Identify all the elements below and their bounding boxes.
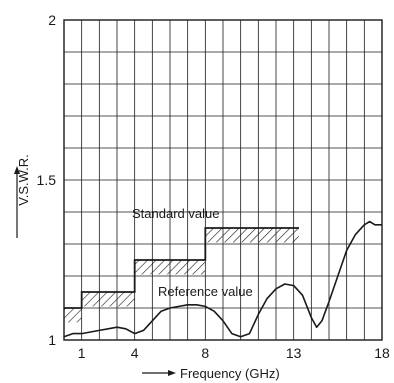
- plot-frame: [63, 19, 383, 341]
- y-tick-label: 2: [48, 12, 56, 28]
- standard-hatch-band: [205, 228, 299, 243]
- annotation-standard-value: Standard value: [132, 206, 219, 221]
- standard-value-line: [64, 227, 299, 309]
- grid-lines: [64, 20, 382, 340]
- standard-hatch-band: [64, 308, 82, 323]
- standard-hatch-band: [81, 292, 135, 307]
- reference-value-line: [63, 220, 382, 338]
- standard-hatch-band: [134, 260, 206, 275]
- x-tick-label: 13: [286, 345, 302, 361]
- x-tick-label: 8: [201, 345, 209, 361]
- y-tick-label: 1.5: [37, 172, 57, 188]
- x-axis-arrow: [142, 370, 176, 376]
- x-tick-label: 18: [374, 345, 390, 361]
- series-lines: [63, 220, 382, 338]
- x-tick-label: 1: [78, 345, 86, 361]
- y-axis-arrow: [14, 166, 20, 238]
- axes: 1 4 8 13 18 1 1.5 2: [37, 12, 390, 361]
- standard-hatch-bands: [64, 228, 299, 323]
- x-tick-label: 4: [131, 345, 139, 361]
- annotation-reference-value: Reference value: [158, 284, 253, 299]
- y-tick-label: 1: [48, 332, 56, 348]
- y-axis-label: V.S.W.R.: [16, 154, 31, 206]
- x-axis-label: Frequency (GHz): [180, 366, 280, 381]
